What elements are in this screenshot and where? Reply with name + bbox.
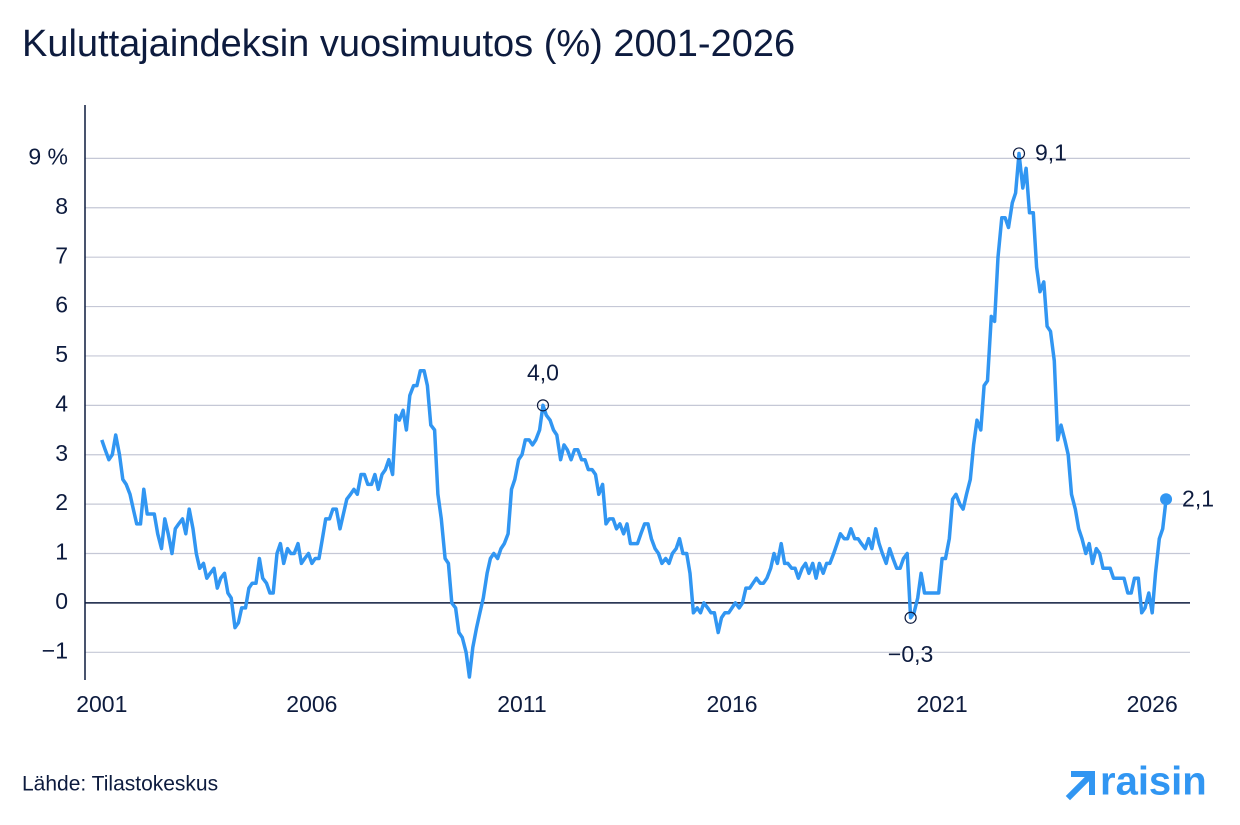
y-tick-label: 4: [55, 390, 68, 416]
source: Lähde: Tilastokeskus: [22, 773, 218, 796]
y-tick-label: 1: [55, 539, 68, 565]
y-tick-label: −1: [42, 637, 68, 663]
y-tick-label: 8: [55, 193, 68, 219]
annotation-label: 9,1: [1035, 140, 1067, 166]
y-tick-label: 5: [55, 341, 68, 367]
y-tick-label: 2: [55, 489, 68, 515]
annotation-label: 2,1: [1182, 485, 1214, 511]
x-tick-label: 2026: [1127, 691, 1178, 717]
annotation-label: −0,3: [888, 641, 933, 667]
x-tick-label: 2006: [286, 691, 337, 717]
x-tick-label: 2001: [76, 691, 127, 717]
annotation-marker: [1160, 493, 1173, 506]
annotation-label: 4,0: [527, 359, 559, 385]
annotation-marker: [536, 399, 550, 412]
x-tick-label: 2021: [917, 691, 968, 717]
y-tick-label: 0: [55, 588, 68, 614]
y-tick-label: 9 %: [28, 143, 68, 169]
y-tick-label: 6: [55, 292, 68, 318]
annotation-marker: [904, 611, 917, 624]
y-tick-label: 7: [55, 242, 68, 268]
y-tick-label: 3: [55, 440, 68, 466]
x-tick-label: 2011: [497, 691, 546, 717]
x-tick-label: 2016: [706, 691, 757, 717]
annotation-marker: [1012, 147, 1026, 160]
logo-text: raisin: [1100, 760, 1207, 804]
chart-title: Kuluttajaindeksin vuosimuutos (%) 2001-2…: [22, 23, 795, 65]
data-line: [100, 151, 1168, 679]
logo-icon: [1065, 771, 1095, 801]
